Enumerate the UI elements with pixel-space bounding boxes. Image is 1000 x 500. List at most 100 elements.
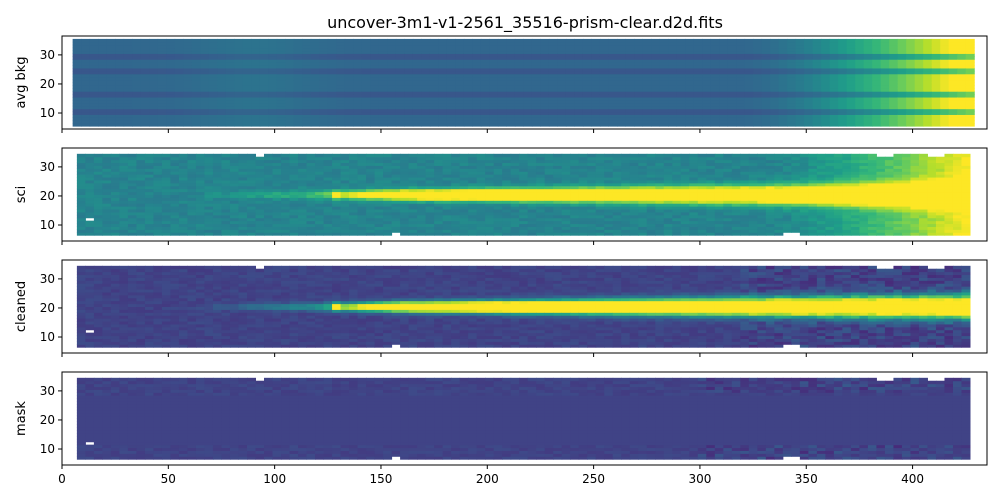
heatmap-cell	[897, 56, 907, 60]
heatmap-cell	[727, 97, 737, 101]
heatmap-cell	[251, 44, 261, 49]
heatmap-cell	[565, 41, 575, 46]
heatmap-cell	[344, 76, 354, 81]
heatmap-cell	[846, 117, 856, 121]
heatmap-cell	[787, 50, 797, 54]
heatmap-cell	[480, 88, 490, 92]
heatmap-cell	[332, 217, 342, 222]
heatmap-cell	[565, 97, 575, 101]
heatmap-cell	[336, 123, 346, 127]
heatmap-cell	[323, 156, 333, 161]
heatmap-cell	[965, 117, 975, 121]
heatmap-cell	[421, 67, 431, 72]
heatmap-cell	[702, 85, 712, 89]
heatmap-cell	[804, 59, 814, 63]
heatmap-cell	[702, 105, 712, 110]
heatmap-cell	[81, 99, 91, 104]
heatmap-cell	[812, 41, 822, 46]
heatmap-cell	[408, 168, 418, 172]
heatmap-cell	[727, 76, 737, 81]
heatmap-cell	[523, 99, 533, 104]
heatmap-cell	[940, 123, 950, 127]
heatmap-cell	[463, 59, 473, 63]
heatmap-cell	[221, 197, 231, 201]
heatmap-cell	[238, 214, 248, 219]
heatmap-cell	[310, 85, 320, 89]
heatmap-cell	[753, 70, 763, 75]
heatmap-cell	[323, 226, 333, 230]
heatmap-cell	[323, 194, 333, 198]
heatmap-cell	[208, 102, 218, 107]
heatmap-cell	[553, 217, 563, 222]
heatmap-cell	[634, 114, 644, 118]
heatmap-cell	[548, 41, 558, 46]
heatmap-cell	[370, 120, 380, 124]
heatmap-cell	[72, 41, 82, 46]
heatmap-cell	[285, 94, 295, 98]
heatmap-cell	[276, 108, 286, 113]
heatmap-cell	[400, 232, 410, 236]
heatmap-cell	[434, 211, 444, 216]
heatmap-cell	[132, 91, 142, 95]
heatmap-cell	[846, 120, 856, 124]
heatmap-cell	[948, 94, 958, 98]
heatmap-cell	[395, 59, 405, 63]
heatmap-cell	[914, 76, 924, 81]
heatmap-cell	[931, 73, 941, 78]
heatmap-cell	[119, 197, 129, 201]
heatmap-cell	[502, 168, 512, 172]
heatmap-cell	[255, 174, 265, 178]
heatmap-cell	[170, 153, 180, 158]
heatmap-cell	[149, 120, 159, 124]
heatmap-cell	[476, 203, 486, 207]
heatmap-cell	[268, 108, 278, 113]
heatmap-cell	[157, 59, 167, 63]
heatmap-cell	[336, 62, 346, 66]
heatmap-cell	[565, 94, 575, 98]
heatmap-cell	[897, 97, 907, 101]
heatmap-cell	[531, 94, 541, 98]
heatmap-cell	[523, 41, 533, 46]
heatmap-cell	[357, 165, 367, 169]
heatmap-cell	[268, 56, 278, 60]
heatmap-cell	[438, 111, 448, 115]
heatmap-cell	[340, 177, 350, 181]
heatmap-cell	[132, 94, 142, 98]
heatmap-cell	[863, 102, 873, 107]
heatmap-cell	[327, 53, 337, 57]
heatmap-cell	[408, 220, 418, 225]
heatmap-cell	[378, 67, 388, 72]
heatmap-cell	[208, 111, 218, 115]
heatmap-cell	[408, 229, 418, 233]
heatmap-cell	[612, 162, 622, 166]
heatmap-cell	[523, 67, 533, 72]
heatmap-cell	[489, 44, 499, 49]
heatmap-cell	[540, 82, 550, 86]
heatmap-cell	[315, 220, 325, 225]
heatmap-cell	[144, 153, 154, 158]
heatmap-cell	[140, 44, 150, 49]
heatmap-cell	[736, 70, 746, 75]
heatmap-cell	[642, 91, 652, 95]
heatmap-cell	[761, 111, 771, 115]
heatmap-cell	[710, 56, 720, 60]
heatmap-cell	[617, 47, 627, 52]
heatmap-cell	[838, 44, 848, 49]
heatmap-cell	[272, 223, 282, 227]
heatmap-cell	[395, 70, 405, 75]
heatmap-cell	[429, 44, 439, 49]
heatmap-cell	[889, 91, 899, 95]
heatmap-cell	[651, 108, 661, 113]
heatmap-cell	[719, 85, 729, 89]
heatmap-cell	[174, 47, 184, 52]
heatmap-cell	[366, 223, 376, 227]
heatmap-cell	[540, 114, 550, 118]
heatmap-cell	[417, 211, 427, 216]
heatmap-cell	[98, 123, 108, 127]
heatmap-cell	[527, 153, 537, 158]
heatmap-cell	[123, 102, 133, 107]
heatmap-cell	[306, 165, 316, 169]
heatmap-cell	[153, 197, 163, 201]
heatmap-cell	[332, 156, 342, 161]
heatmap-cell	[829, 97, 839, 101]
